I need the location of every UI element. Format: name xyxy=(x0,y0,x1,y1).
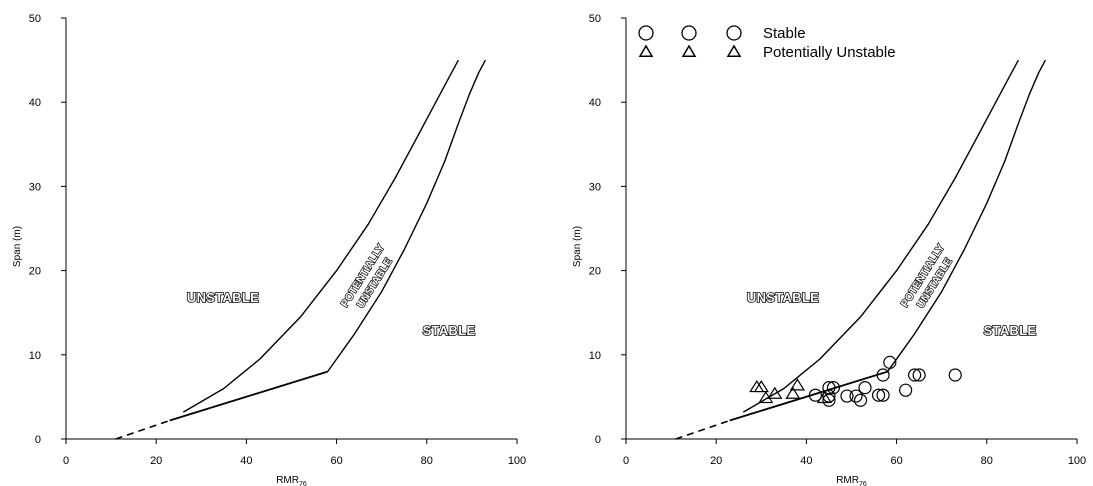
legend-item: Potentially Unstable xyxy=(638,44,896,61)
circle-data-point xyxy=(858,381,872,395)
boundary-curve xyxy=(327,59,487,373)
x-axis-title: RMR76 xyxy=(276,475,307,486)
triangle-data-point xyxy=(816,390,833,404)
x-tick-label: 80 xyxy=(421,455,433,467)
circle-data-point xyxy=(948,368,962,382)
x-tick-label: 100 xyxy=(1068,455,1086,467)
boundary-curve xyxy=(169,370,328,422)
x-tick-label: 60 xyxy=(890,455,902,467)
x-tick-label: 80 xyxy=(981,455,993,467)
x-axis-title: RMR76 xyxy=(836,475,867,486)
region-label-stable: STABLE xyxy=(984,323,1037,338)
circle-data-point xyxy=(871,388,886,402)
y-tick-label: 40 xyxy=(29,97,41,109)
chart-left: 0 20 40 60 80 100 0 10 20 30 40 50 RMR76 Span (m) UNST… xyxy=(12,13,526,486)
x-tick-label: 40 xyxy=(800,455,812,467)
y-axis-title: Span (m) xyxy=(572,226,583,267)
circle-data-point xyxy=(899,383,913,397)
triangle-data-point xyxy=(789,378,805,391)
legend-circle-marker xyxy=(726,25,742,41)
circle-data-point xyxy=(822,381,836,395)
x-tick-label: 20 xyxy=(710,455,722,467)
triangle-data-point xyxy=(767,386,783,399)
region-label-unstable: UNSTABLE xyxy=(187,290,259,305)
boundary-curve xyxy=(742,59,1020,413)
circle-data-point xyxy=(808,388,823,402)
y-tick-label: 50 xyxy=(589,13,601,25)
x-tick-label: 0 xyxy=(623,455,629,467)
y-axis-title: Span (m) xyxy=(12,226,23,267)
circle-data-point xyxy=(840,389,854,403)
chart-right: 0 20 40 60 80 100 0 10 20 30 40 50 RMR76 Span (m) UNST… xyxy=(572,13,1086,486)
triangle-data-point xyxy=(749,380,765,393)
y-tick-label: 40 xyxy=(589,97,601,109)
x-tick-label: 20 xyxy=(150,455,162,467)
y-tick-label: 0 xyxy=(35,434,41,446)
circle-data-point xyxy=(822,393,836,407)
series-triangle xyxy=(749,378,833,404)
legend-circle-marker xyxy=(681,25,697,41)
x-tick-label: 40 xyxy=(240,455,252,467)
x-tick-label: 100 xyxy=(508,455,526,467)
legend-triangle-marker xyxy=(726,44,742,57)
circle-data-point xyxy=(912,368,926,382)
y-tick-label: 20 xyxy=(29,266,41,278)
circle-data-point xyxy=(853,393,868,407)
legend: Stable Potentially Unstable xyxy=(638,25,896,61)
series-circle xyxy=(808,355,962,407)
y-tick-label: 10 xyxy=(589,350,601,362)
y-tick-label: 30 xyxy=(29,181,41,193)
y-tick-label: 10 xyxy=(29,350,41,362)
y-tick-label: 30 xyxy=(589,181,601,193)
region-label-stable: STABLE xyxy=(423,323,476,338)
y-tick-label: 0 xyxy=(595,434,601,446)
x-tick-label: 60 xyxy=(330,455,342,467)
legend-triangle-marker xyxy=(638,44,654,57)
y-tick-label: 50 xyxy=(29,13,41,25)
boundary-curve xyxy=(887,59,1047,373)
circle-data-point xyxy=(826,381,841,395)
extrapolated-boundary-line xyxy=(115,419,170,440)
circle-data-point xyxy=(849,389,863,403)
extrapolated-boundary-line xyxy=(675,419,730,440)
triangle-data-point xyxy=(753,380,769,393)
y-tick-label: 20 xyxy=(589,266,601,278)
triangle-data-point xyxy=(785,386,801,399)
legend-item: Stable xyxy=(638,25,806,42)
x-tick-label: 0 xyxy=(63,455,69,467)
circle-data-point xyxy=(883,355,897,369)
boundary-curve xyxy=(182,59,460,413)
region-label-unstable: UNSTABLE xyxy=(747,290,819,305)
boundary-curve xyxy=(729,370,888,422)
circle-data-point xyxy=(908,368,922,382)
legend-triangle-marker xyxy=(681,44,697,57)
legend-label: Stable xyxy=(763,25,806,42)
circle-data-point xyxy=(876,368,890,382)
circle-data-point xyxy=(876,388,890,402)
legend-label: Potentially Unstable xyxy=(763,44,896,61)
legend-circle-marker xyxy=(638,25,654,41)
